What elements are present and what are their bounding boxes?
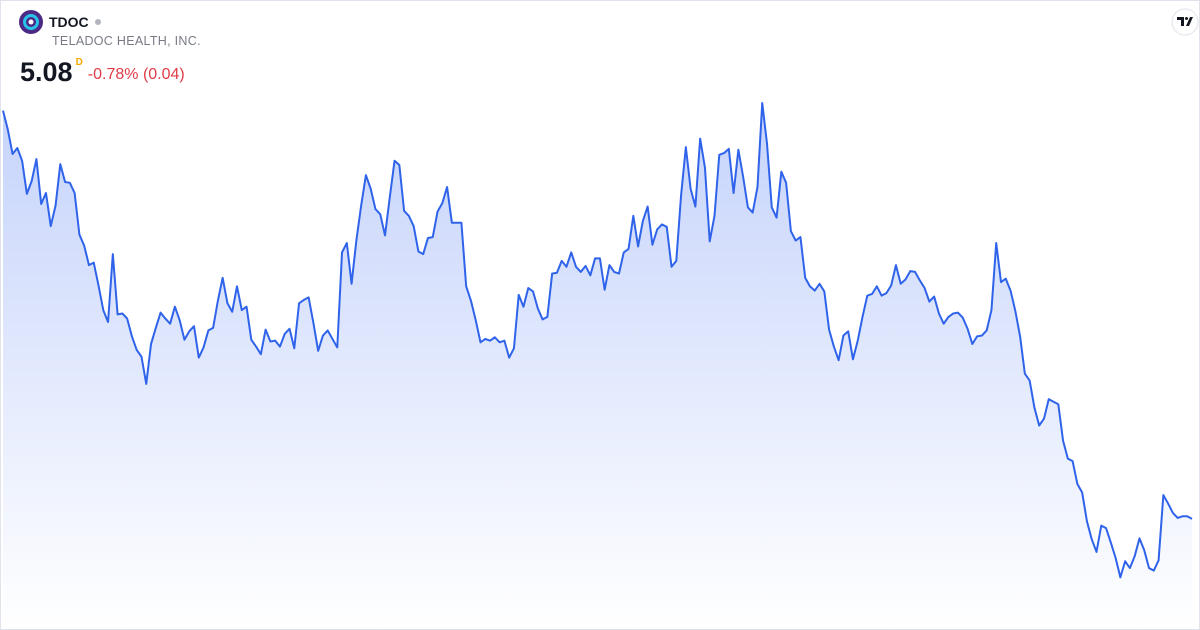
tradingview-logo[interactable] — [1171, 8, 1199, 36]
company-logo — [19, 10, 43, 34]
header: TDOC TELADOC HEALTH, INC. 5.08 D -0.78% … — [19, 10, 201, 87]
price-row: 5.08 D -0.78% (0.04) — [20, 57, 185, 88]
last-price: 5.08 — [20, 57, 73, 87]
interval-flag: D — [75, 57, 83, 68]
area-fill — [3, 103, 1192, 629]
company-name: TELADOC HEALTH, INC. — [52, 34, 201, 48]
status-dot — [94, 19, 101, 25]
ticker: TDOC — [49, 14, 89, 30]
price-change: -0.78% (0.04) — [87, 66, 185, 83]
price-line — [2, 102, 1193, 579]
